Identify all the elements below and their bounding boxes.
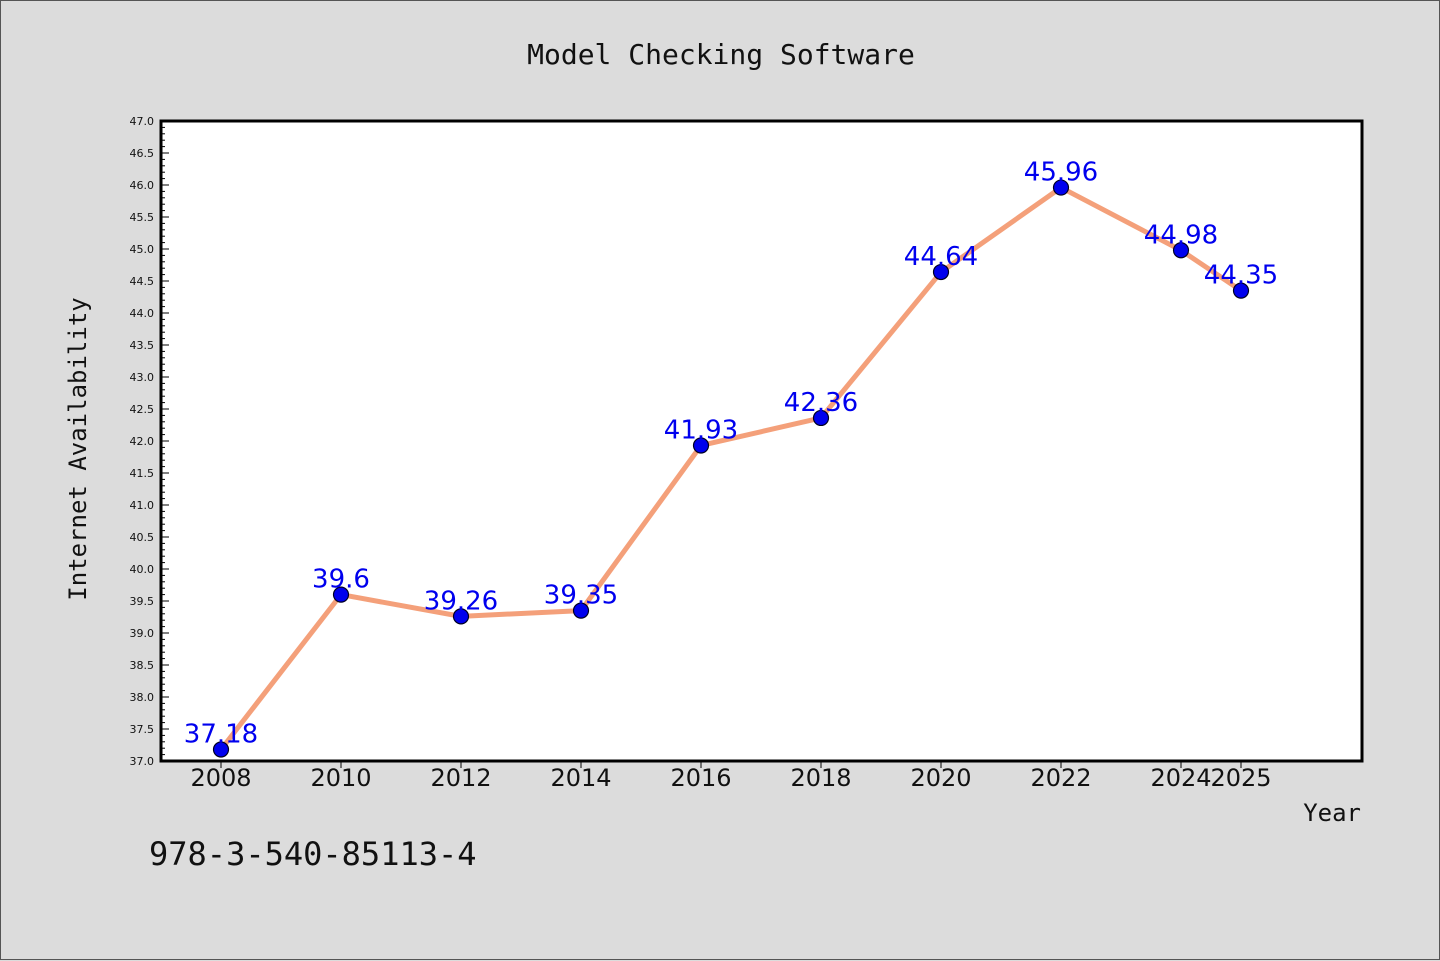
x-tick-label: 2014 [550, 764, 611, 792]
data-labels: 37.18 39.6 39.26 39.35 41.93 42.36 44.64 45.96 4… [184, 158, 1278, 750]
data-label: 44.98 [1144, 220, 1218, 250]
y-tick-label: 37.5 [130, 723, 155, 736]
y-tick-label: 44.5 [130, 275, 155, 288]
data-point [572, 602, 590, 619]
y-tick-label: 42.5 [130, 403, 155, 416]
y-tick-label: 47.0 [130, 115, 155, 128]
x-tick-label: 2020 [910, 764, 971, 792]
data-label: 39.26 [424, 586, 498, 616]
data-label: 44.35 [1204, 261, 1278, 291]
y-tick-label: 42.0 [130, 435, 155, 448]
data-point [1052, 179, 1070, 196]
y-tick-label: 41.0 [130, 499, 155, 512]
x-tick-label: 2025 [1210, 764, 1271, 792]
x-tick-label: 2024 [1150, 764, 1211, 792]
y-tick-label: 44.0 [130, 307, 155, 320]
y-tick-label: 41.5 [130, 467, 155, 480]
data-point [212, 741, 230, 758]
data-point [692, 437, 710, 454]
y-tick-label: 46.5 [130, 147, 155, 160]
data-point [1172, 242, 1190, 259]
data-label: 42.36 [784, 388, 858, 418]
y-axis-label: Internet Availability [64, 297, 92, 600]
data-label: 39.6 [312, 565, 370, 595]
y-tick-label: 38.5 [130, 659, 155, 672]
x-tick-label: 2012 [430, 764, 491, 792]
data-point [1232, 282, 1250, 299]
y-tick-label: 45.0 [130, 243, 155, 256]
y-tick-label: 39.0 [130, 627, 155, 640]
chart-title: Model Checking Software [527, 38, 915, 71]
data-point [812, 409, 830, 427]
y-axis: 37.0 37.5 38.0 38.5 39.0 39.5 40.0 40.5 41.0 41.5… [130, 115, 169, 768]
y-tick-label: 38.0 [130, 691, 155, 704]
x-tick-label: 2008 [190, 764, 251, 792]
y-tick-label: 43.0 [130, 371, 155, 384]
data-point [452, 608, 470, 625]
y-tick-label: 39.5 [130, 595, 155, 608]
x-tick-label: 2010 [310, 764, 371, 792]
footer-isbn: 978-3-540-85113-4 [149, 835, 477, 873]
data-point [332, 586, 350, 603]
y-tick-label: 40.0 [130, 563, 155, 576]
data-label: 45.96 [1024, 158, 1098, 188]
y-tick-label: 40.5 [130, 531, 155, 544]
plot-area [159, 119, 1364, 763]
data-label: 44.64 [904, 242, 978, 272]
data-label: 37.18 [184, 719, 258, 749]
series-markers [212, 179, 1250, 758]
y-tick-label: 45.5 [130, 211, 155, 224]
series-line [219, 185, 1243, 752]
y-tick-label: 46.0 [130, 179, 155, 192]
x-tick-label: 2018 [790, 764, 851, 792]
x-axis-label: Year [1303, 799, 1361, 827]
y-tick-label: 43.5 [130, 339, 155, 352]
data-label: 39.35 [544, 581, 618, 611]
x-tick-label: 2016 [670, 764, 731, 792]
data-label: 41.93 [664, 415, 738, 445]
data-point [932, 263, 950, 281]
y-tick-label: 37.0 [130, 755, 155, 768]
x-tick-label: 2022 [1030, 764, 1091, 792]
